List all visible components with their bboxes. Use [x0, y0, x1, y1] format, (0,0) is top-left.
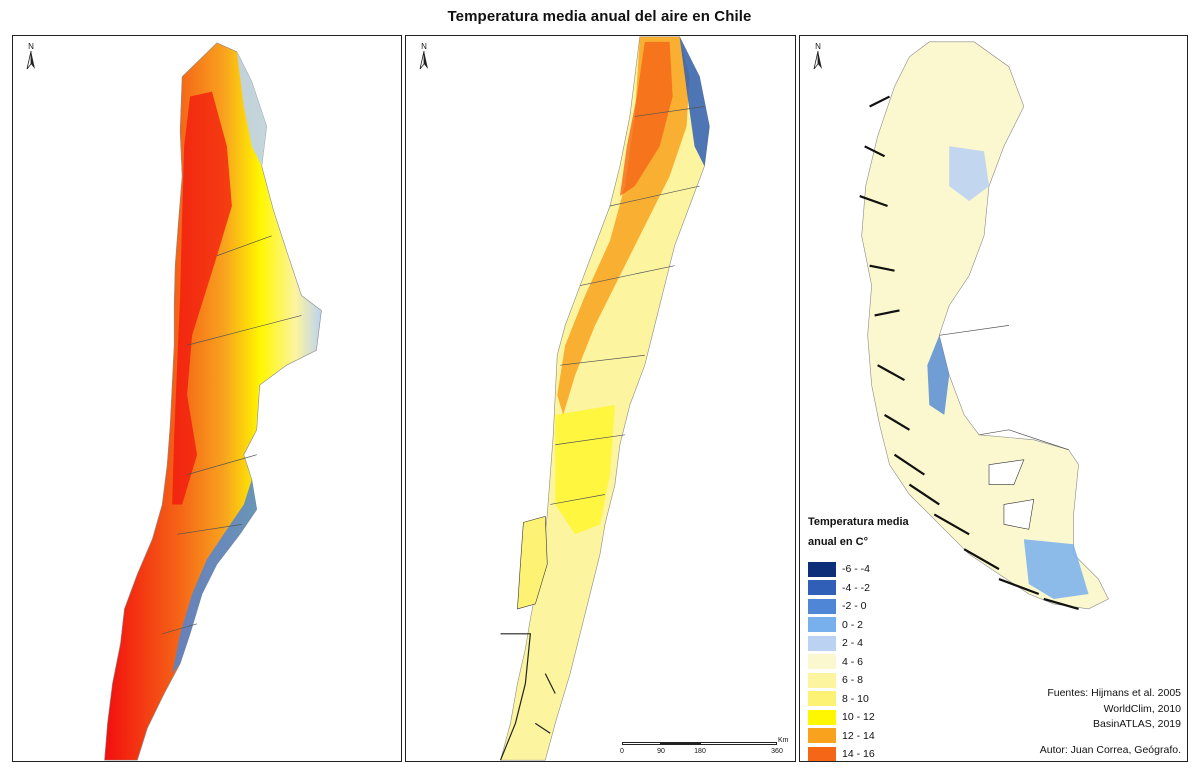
- map-panel-north[interactable]: N: [12, 35, 402, 762]
- legend-title-line2: anual en C°: [808, 536, 869, 548]
- south-border-lines: [939, 325, 1069, 451]
- legend-label: 0 - 2: [842, 618, 864, 631]
- author-credit: Autor: Juan Correa, Geógrafo.: [1039, 744, 1181, 756]
- central-andes-blue: [679, 36, 710, 167]
- scale-tick: 180: [694, 748, 706, 755]
- north-label: N: [421, 42, 427, 51]
- sources: Fuentes: Hijmans et al. 2005 WorldClim, …: [1047, 686, 1181, 733]
- legend-item: 14 - 16: [808, 745, 928, 761]
- legend-swatch: [808, 746, 836, 761]
- legend-item: 0 - 2: [808, 616, 928, 635]
- north-arrow-icon: [419, 51, 428, 69]
- legend-swatch: [808, 635, 836, 651]
- legend-label: 14 - 16: [842, 748, 875, 761]
- north-arrow: N: [24, 42, 38, 72]
- legend-label: 4 - 6: [842, 655, 864, 668]
- legend-label: -6 - -4: [842, 563, 871, 576]
- legend-item: 8 - 10: [808, 690, 928, 709]
- map-panel-central[interactable]: N 0 90 180 360 Km: [405, 35, 796, 762]
- scale-bar: 0 90 180 360 Km: [620, 734, 788, 761]
- legend-item: 6 - 8: [808, 671, 928, 690]
- map-north: [104, 42, 322, 761]
- scale-bar-segment: [622, 742, 661, 745]
- source-line: WorldClim, 2010: [1103, 702, 1181, 715]
- legend-swatch: [808, 617, 836, 633]
- scale-bar-segment: [700, 742, 777, 745]
- central-hot-band: [619, 41, 673, 197]
- legend-swatch: [808, 728, 836, 744]
- central-fjords: [499, 633, 556, 761]
- map-panel-south[interactable]: N Temperatura media anual en C° -6 - -4-…: [799, 35, 1188, 762]
- legend-item: 4 - 6: [808, 653, 928, 672]
- source-line: Fuentes: Hijmans et al. 2005: [1047, 687, 1181, 699]
- legend-label: 8 - 10: [842, 692, 869, 705]
- legend-label: 6 - 8: [842, 674, 864, 687]
- legend-swatch: [808, 580, 836, 596]
- central-yellow-band: [555, 404, 615, 535]
- legend: Temperatura media anual en C° -6 - -4 -4 …: [808, 512, 928, 761]
- scale-bar-segment: [661, 742, 700, 745]
- legend-swatch: [808, 691, 836, 707]
- north-arrow: N: [417, 42, 431, 72]
- central-region-lines: [550, 106, 705, 505]
- scale-unit: Km: [778, 737, 789, 744]
- legend-title-line1: Temperatura media: [808, 516, 909, 528]
- north-andes-blue-south: [172, 479, 257, 674]
- central-chiloe: [517, 516, 548, 610]
- legend-item: -2 - 0: [808, 597, 928, 616]
- source-line: BasinATLAS, 2019: [1093, 718, 1181, 730]
- south-blue-patch-3: [1023, 539, 1089, 599]
- south-land: [861, 41, 1109, 610]
- north-label: N: [28, 42, 34, 51]
- legend-item: 10 - 12: [808, 708, 928, 727]
- legend-swatch: [808, 654, 836, 670]
- legend-item: 12 - 14: [808, 727, 928, 746]
- scale-tick: 360: [771, 748, 783, 755]
- north-region-lines: [162, 235, 302, 635]
- north-arrow: N: [811, 42, 825, 72]
- legend-swatch: [808, 598, 836, 614]
- legend-swatch: [808, 561, 836, 577]
- legend-list: -6 - -4 -4 - -2 -2 - 0 0 - 2 2 - 4 4 - 6 6 - 8…: [808, 560, 928, 761]
- legend-label: 12 - 14: [842, 729, 875, 742]
- legend-label: -2 - 0: [842, 600, 867, 613]
- legend-swatch: [808, 672, 836, 688]
- north-hot-core: [172, 91, 232, 505]
- scale-tick: 0: [620, 748, 624, 755]
- central-land: [500, 36, 710, 761]
- scale-tick: 90: [657, 748, 665, 755]
- legend-item: 2 - 4: [808, 634, 928, 653]
- map-south: [859, 41, 1109, 610]
- north-arrow-icon: [26, 51, 35, 69]
- legend-label: -4 - -2: [842, 581, 871, 594]
- legend-item: -4 - -2: [808, 579, 928, 598]
- north-label: N: [815, 42, 821, 51]
- south-magellan-lakes: [988, 459, 1035, 530]
- north-arrow-icon: [813, 51, 822, 69]
- north-andes-blue: [236, 51, 267, 167]
- legend-item: -6 - -4: [808, 560, 928, 579]
- south-fjords: [859, 95, 1079, 610]
- map-central: [499, 36, 710, 761]
- legend-label: 10 - 12: [842, 711, 875, 724]
- south-blue-patch-1: [949, 146, 990, 202]
- map-title: Temperatura media anual del aire en Chil…: [447, 8, 752, 25]
- south-blue-patch-2: [927, 335, 950, 415]
- legend-label: 2 - 4: [842, 637, 864, 650]
- legend-swatch: [808, 709, 836, 725]
